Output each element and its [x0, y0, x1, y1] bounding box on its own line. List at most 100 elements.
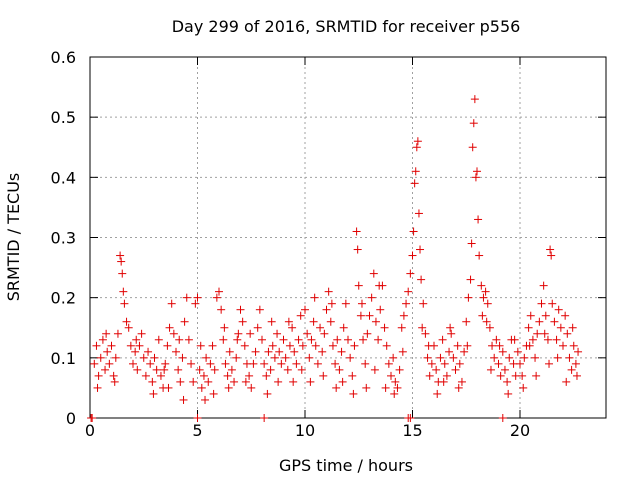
data-point — [126, 341, 135, 350]
data-point — [410, 179, 419, 188]
data-point — [169, 329, 178, 338]
data-point — [357, 299, 366, 308]
data-point — [182, 293, 191, 302]
data-point — [221, 359, 230, 368]
data-point — [260, 359, 269, 368]
data-point — [466, 275, 475, 284]
data-point — [453, 341, 462, 350]
data-point — [571, 359, 580, 368]
data-point — [474, 215, 483, 224]
data-point — [540, 329, 549, 338]
data-point — [93, 383, 102, 392]
data-point — [380, 323, 389, 332]
data-point — [154, 335, 163, 344]
data-point — [554, 305, 563, 314]
data-point — [362, 383, 371, 392]
data-point — [204, 377, 213, 386]
data-point — [273, 329, 282, 338]
data-point — [427, 359, 436, 368]
data-point — [399, 311, 408, 320]
data-point — [513, 347, 522, 356]
data-point — [180, 317, 189, 326]
data-point — [319, 371, 328, 380]
x-tick-label: 10 — [295, 421, 315, 440]
data-point — [432, 365, 441, 374]
y-axis-title: SRMTID / TECUs — [4, 173, 23, 302]
data-point — [561, 311, 570, 320]
data-point — [525, 341, 534, 350]
data-point — [137, 329, 146, 338]
y-tick-label: 0.1 — [51, 349, 76, 368]
data-point — [270, 353, 279, 362]
data-point — [163, 341, 172, 350]
data-point — [369, 269, 378, 278]
x-tick-label: 5 — [192, 421, 202, 440]
data-point — [201, 395, 210, 404]
data-point — [449, 353, 458, 362]
data-point — [374, 335, 383, 344]
data-point — [309, 317, 318, 326]
data-point — [187, 359, 196, 368]
data-point — [460, 347, 469, 356]
data-point — [338, 377, 347, 386]
data-point — [533, 329, 542, 338]
data-point — [384, 359, 393, 368]
data-point — [440, 359, 449, 368]
data-point — [164, 383, 173, 392]
data-point — [365, 311, 374, 320]
data-point — [495, 341, 504, 350]
data-point — [531, 353, 540, 362]
data-point — [552, 335, 561, 344]
data-point — [387, 371, 395, 380]
data-point — [267, 317, 276, 326]
data-point — [488, 341, 497, 350]
data-point — [371, 317, 380, 326]
data-point — [469, 119, 478, 128]
data-point — [289, 377, 298, 386]
data-point — [478, 311, 487, 320]
data-point — [406, 414, 415, 422]
data-point — [202, 353, 211, 362]
data-point — [563, 329, 572, 338]
data-point — [236, 305, 245, 314]
data-point — [96, 353, 105, 362]
data-point — [344, 335, 352, 344]
data-point — [397, 323, 406, 332]
data-point — [359, 335, 368, 344]
y-tick-label: 0 — [66, 409, 76, 428]
data-point — [322, 305, 331, 314]
data-point — [307, 335, 316, 344]
data-point — [148, 377, 157, 386]
data-point — [175, 335, 184, 344]
data-point — [393, 383, 402, 392]
data-point — [129, 359, 137, 368]
data-point — [230, 377, 239, 386]
data-point — [464, 293, 473, 302]
data-point — [255, 305, 264, 314]
data-point — [161, 359, 170, 368]
data-point — [391, 377, 400, 386]
data-point — [132, 335, 141, 344]
data-point — [266, 365, 275, 374]
data-point — [363, 329, 372, 338]
data-point — [215, 287, 223, 296]
data-point — [409, 227, 418, 236]
data-point — [481, 287, 490, 296]
data-point — [247, 383, 256, 392]
y-tick-label: 0.3 — [51, 229, 76, 248]
data-point — [277, 359, 286, 368]
data-point — [232, 353, 241, 362]
data-point — [328, 341, 337, 350]
data-point — [313, 359, 322, 368]
data-point — [141, 371, 150, 380]
data-point — [246, 329, 255, 338]
data-points — [87, 95, 583, 422]
data-point — [179, 395, 188, 404]
data-point — [209, 389, 218, 398]
axis-ticks: 0 5 10 15 20 0 0.1 0.2 0.3 0.4 0.5 0.6 — [51, 48, 606, 440]
data-point — [113, 329, 122, 338]
data-point — [279, 335, 288, 344]
data-point — [90, 359, 99, 368]
data-point — [463, 341, 472, 350]
data-point — [567, 365, 576, 374]
